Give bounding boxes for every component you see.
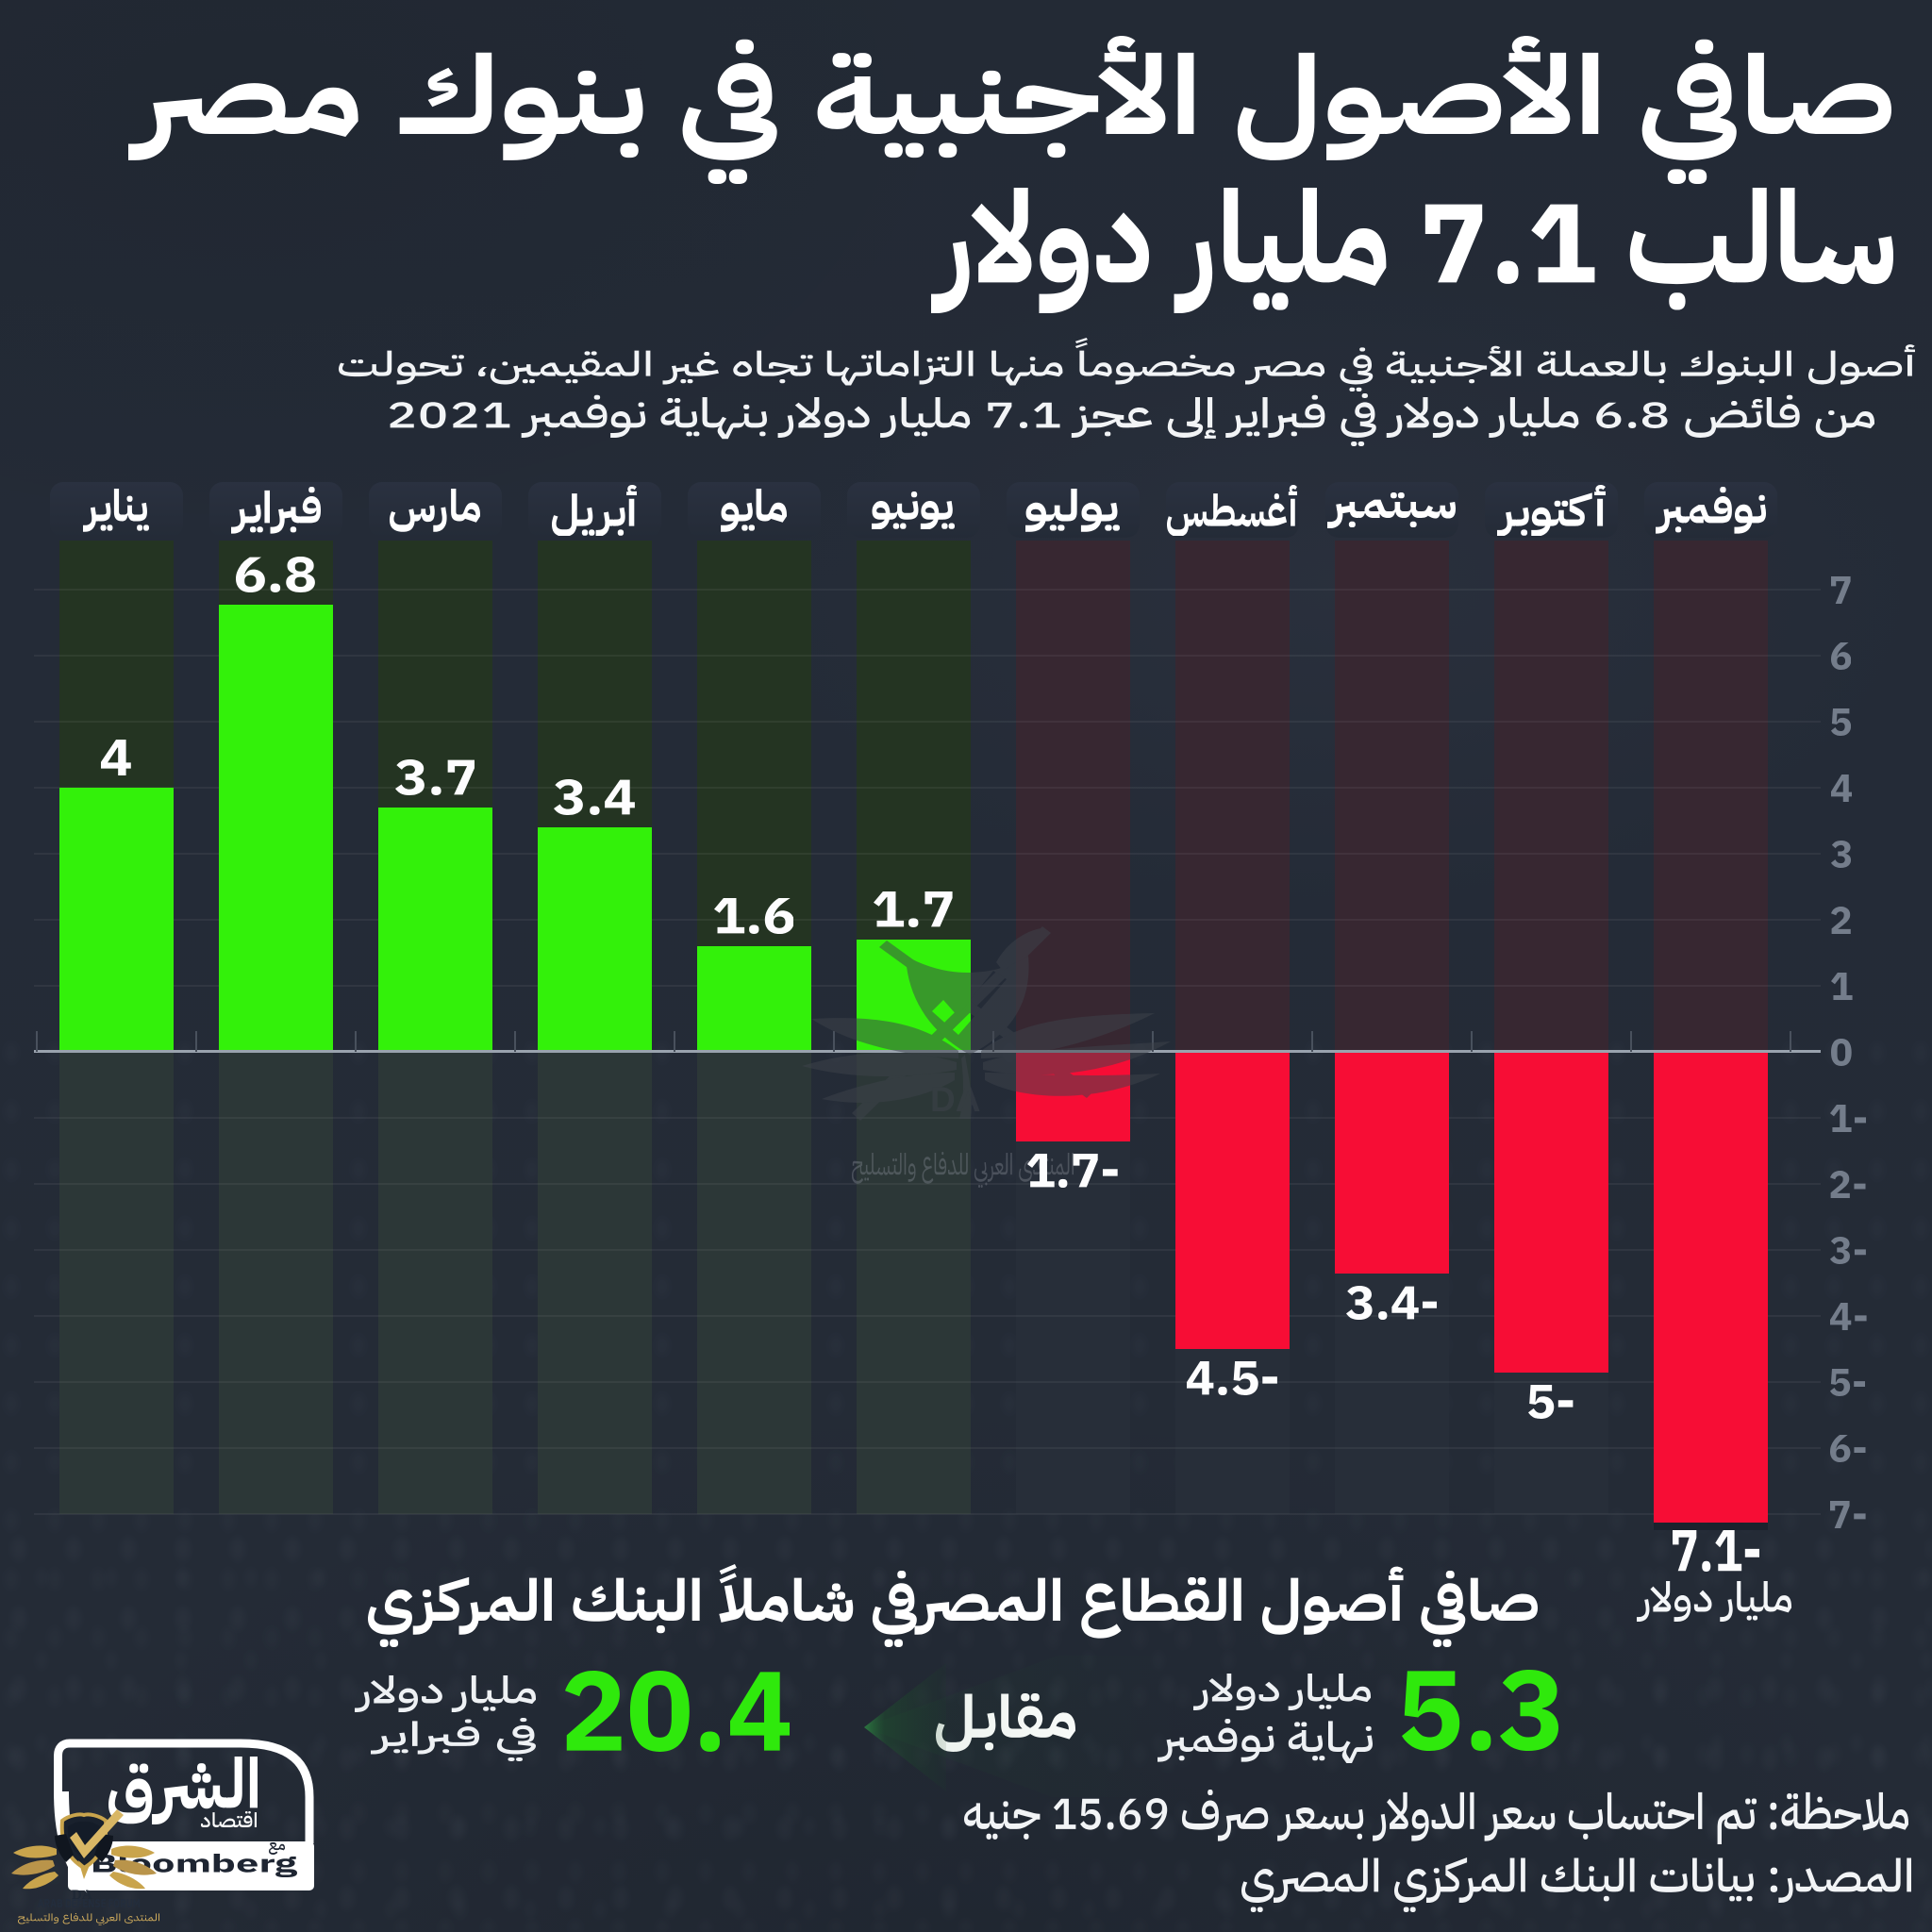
svg-text:DA: DA	[72, 1888, 92, 1903]
svg-text:DA: DA	[930, 1080, 980, 1119]
